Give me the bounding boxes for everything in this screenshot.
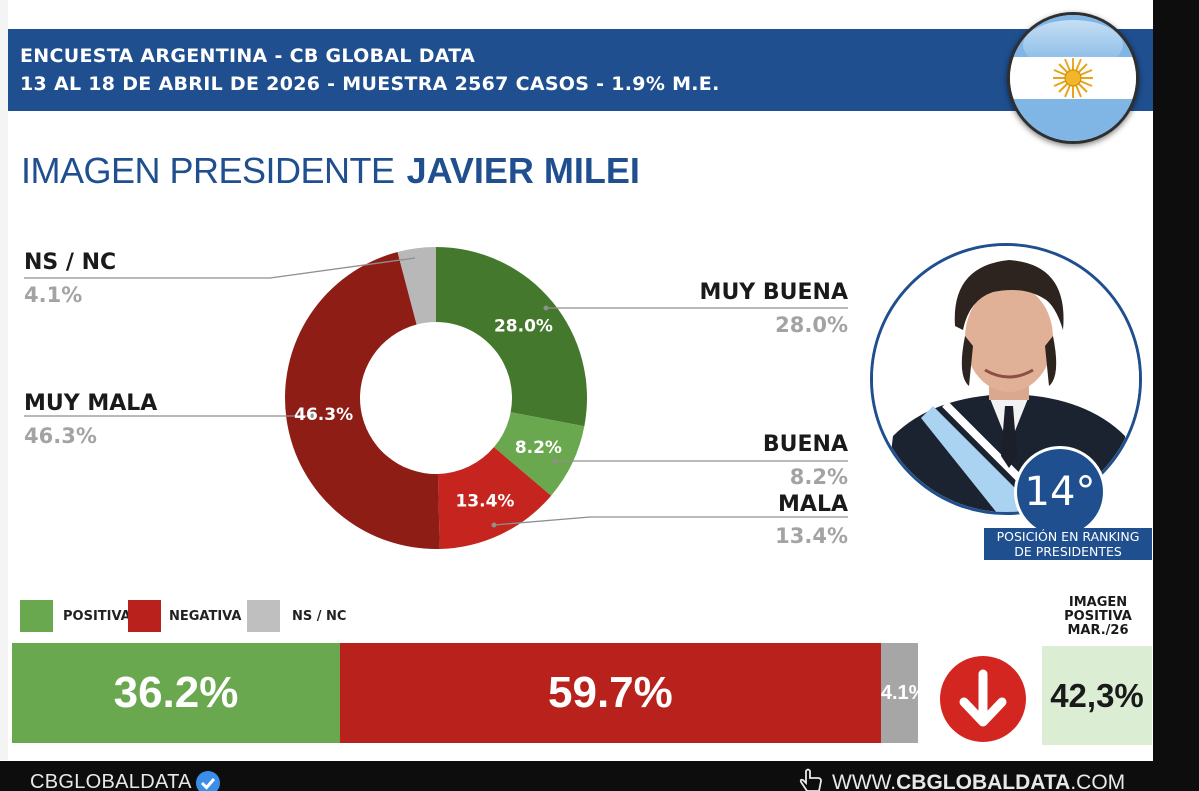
value-muy-mala: 46.3% [24, 424, 97, 448]
ranking-caption-line1: POSICIÓN EN RANKING [996, 529, 1140, 544]
legend-item-ns-nc: NS / NC [247, 600, 346, 632]
summary-segment-negativa: 59.7% [339, 643, 881, 743]
label-muy-buena: MUY BUENA [699, 280, 848, 305]
summary-value-label: 36.2% [113, 668, 239, 717]
legend-item-negativa: NEGATIVA [128, 600, 241, 632]
donut-chart: 28.0% 8.2% 13.4% 46.3% [24, 247, 848, 549]
title-prefix: IMAGEN PRESIDENTE [21, 150, 395, 191]
donut-slice-muy-buena [436, 247, 587, 427]
footer-bar: CBGLOBALDATA WWW.CBGLOBALDATA.COM [0, 761, 1153, 791]
header-title: ENCUESTA ARGENTINA - CB GLOBAL DATA [20, 45, 476, 67]
title-name: JAVIER MILEI [406, 150, 640, 191]
summary-stacked-bar: 36.2% 59.7% 4.1% [12, 643, 918, 743]
donut-slice-mala [437, 447, 552, 549]
footer-url-domain: CBGLOBALDATA [896, 771, 1071, 791]
previous-label-line2: POSITIVA [1064, 609, 1132, 624]
label-mala: MALA [778, 492, 848, 517]
leader-line-ns-nc [24, 257, 416, 279]
value-ns-nc: 4.1% [24, 283, 83, 307]
legend-swatch-ns-nc [247, 600, 280, 632]
ranking-caption: POSICIÓN EN RANKING DE PRESIDENTES [984, 528, 1152, 560]
donut-data-label: 8.2% [515, 438, 562, 458]
argentina-flag-icon [1007, 12, 1139, 144]
donut-slice-ns-nc [397, 247, 436, 325]
pointer-hand-icon [799, 768, 822, 791]
header-subtitle: 13 AL 18 DE ABRIL DE 2026 - MUESTRA 2567… [20, 73, 720, 95]
donut-data-label: 13.4% [455, 491, 514, 511]
footer-url-prefix: WWW. [832, 771, 897, 791]
value-mala: 13.4% [775, 524, 848, 548]
value-buena: 8.2% [789, 465, 848, 489]
legend-swatch-negativa [128, 600, 161, 632]
verified-check-icon [196, 771, 220, 791]
donut-slice-buena [493, 412, 585, 496]
donut-data-label: 46.3% [294, 405, 353, 425]
previous-image-label: IMAGEN POSITIVA MAR./26 [1040, 596, 1156, 638]
ranking-caption-line2: DE PRESIDENTES [1014, 544, 1122, 559]
value-muy-buena: 28.0% [775, 313, 848, 337]
header-banner: ENCUESTA ARGENTINA - CB GLOBAL DATA 13 A… [8, 29, 1153, 111]
donut-data-label: 28.0% [494, 317, 553, 337]
leader-line-mala [493, 516, 848, 526]
summary-value-label: 59.7% [548, 668, 673, 717]
summary-segment-positiva: 36.2% [12, 643, 340, 743]
legend-swatch-positiva [20, 600, 53, 632]
label-muy-mala: MUY MALA [24, 391, 158, 416]
label-buena: BUENA [762, 432, 848, 457]
page-title: IMAGEN PRESIDENTE JAVIER MILEI [21, 150, 640, 192]
legend-label-ns-nc: NS / NC [292, 608, 347, 624]
legend-item-positiva: POSITIVA [20, 600, 131, 632]
down-arrow-icon [940, 656, 1026, 742]
frame-left-edge [0, 0, 8, 760]
footer-website-link[interactable]: WWW.CBGLOBALDATA.COM [832, 771, 1125, 791]
donut-slice-muy-mala [284, 251, 440, 549]
legend-label-positiva: POSITIVA [63, 608, 131, 624]
footer-url-suffix: .COM [1070, 771, 1126, 791]
previous-image-value: 42,3% [1042, 646, 1152, 745]
footer-brand: CBGLOBALDATA [30, 771, 192, 791]
frame-right-edge [1153, 0, 1199, 791]
previous-label-line3: MAR./26 [1067, 623, 1129, 638]
summary-value-label: 4.1% [880, 681, 918, 704]
ranking-position-badge: 14° [1014, 446, 1106, 538]
summary-segment-ns-nc: 4.1% [880, 643, 918, 743]
previous-label-line1: IMAGEN [1068, 595, 1128, 610]
legend-label-negativa: NEGATIVA [169, 608, 242, 624]
label-ns-nc: NS / NC [24, 250, 117, 275]
